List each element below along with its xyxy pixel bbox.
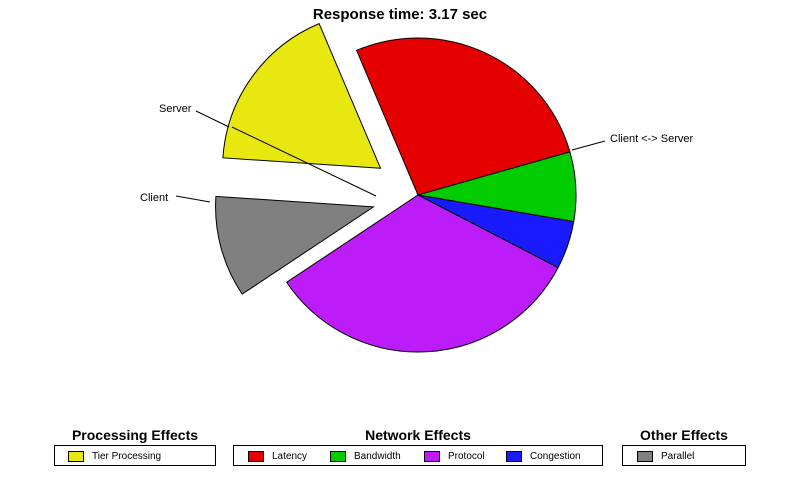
client-annotation: Client xyxy=(140,192,168,204)
client-leader-line xyxy=(175,195,211,203)
legend-item: Congestion xyxy=(506,449,581,463)
legend-label: Parallel xyxy=(661,450,695,462)
legend-label: Latency xyxy=(272,450,308,462)
legend-swatch xyxy=(637,450,653,462)
legend-title-network: Network Effects xyxy=(365,427,471,443)
legend-title-processing: Processing Effects xyxy=(71,427,199,443)
client-server-annotation: Client <-> Server xyxy=(610,133,693,145)
legend-swatch xyxy=(330,450,346,462)
pie-slice-tier-processing xyxy=(222,22,382,169)
pie-chart: Server Client Client <-> Server xyxy=(140,22,693,353)
legend-item: Parallel xyxy=(637,449,694,463)
legend-label: Congestion xyxy=(530,450,581,462)
legend-box-processing: Tier Processing xyxy=(54,445,216,466)
server-annotation: Server xyxy=(159,103,192,115)
legend-swatch xyxy=(424,450,440,462)
server-bracket-line xyxy=(231,126,377,197)
legend-item: Bandwidth xyxy=(330,449,401,463)
pie-slice-parallel xyxy=(215,195,376,295)
legend-title-other: Other Effects xyxy=(640,427,728,443)
legend-item: Tier Processing xyxy=(68,449,161,463)
legend-item: Latency xyxy=(248,449,307,463)
server-leader-line xyxy=(195,110,230,128)
legend-label: Protocol xyxy=(448,450,485,462)
legend-item: Protocol xyxy=(424,449,485,463)
legend-box-network: Latency Bandwidth Protocol Congestion xyxy=(233,445,603,466)
legend-label: Tier Processing xyxy=(92,450,162,462)
legend-box-other: Parallel xyxy=(622,445,746,466)
legend-swatch xyxy=(68,450,84,462)
chart-title: Response time: 3.17 sec xyxy=(312,6,488,23)
legend-label: Bandwidth xyxy=(354,450,401,462)
legend-swatch xyxy=(506,450,522,462)
client-server-leader-line xyxy=(571,140,606,151)
pie-slice-protocol xyxy=(285,194,559,353)
pie-slice-latency xyxy=(355,37,571,196)
legend-swatch xyxy=(248,450,264,462)
